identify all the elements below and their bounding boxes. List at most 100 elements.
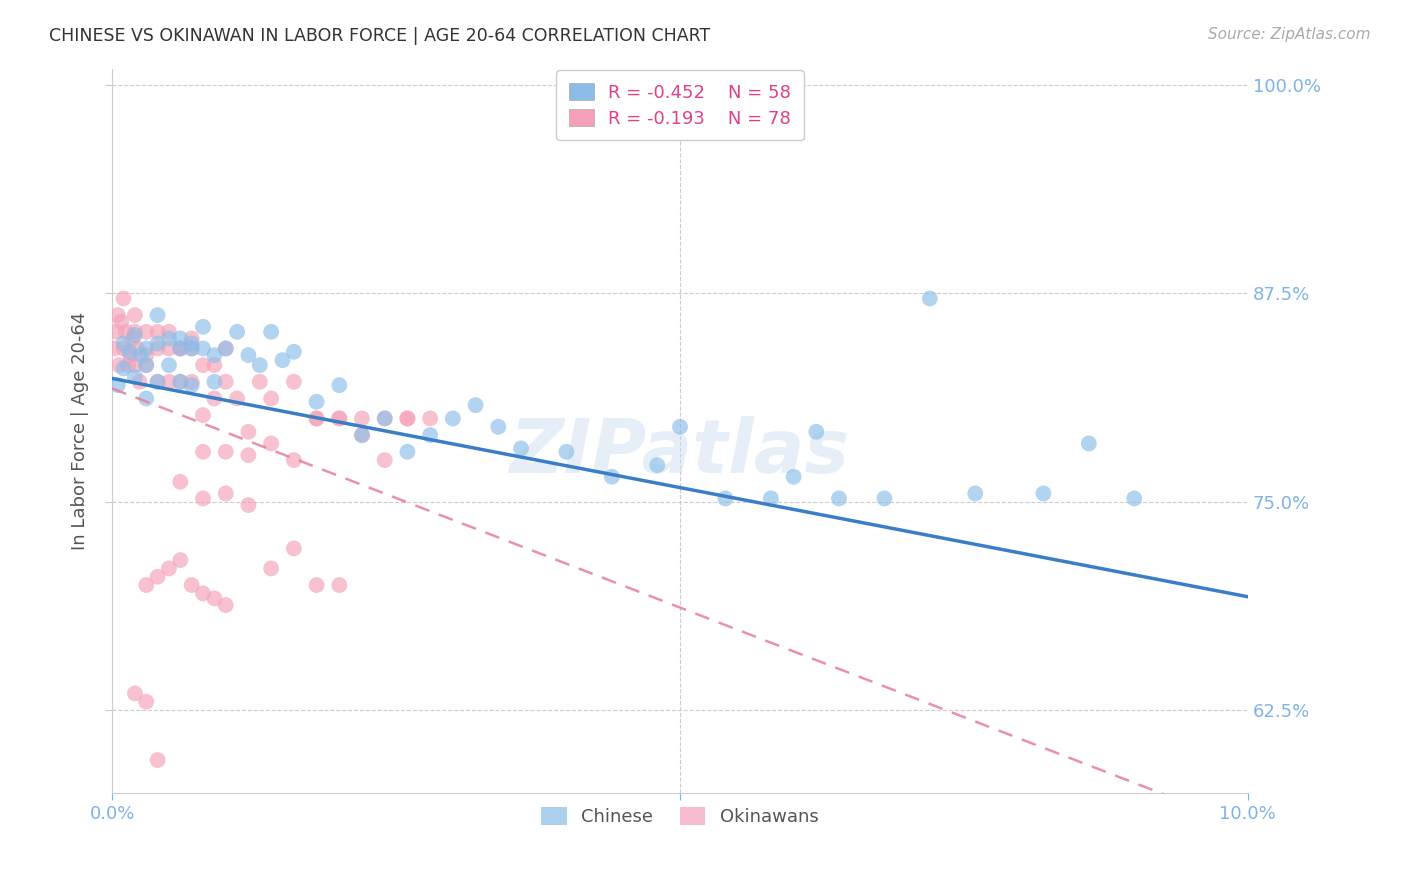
Point [124, 358, 146, 372]
Point [441, 411, 464, 425]
Point [146, 325, 169, 339]
Point [112, 361, 135, 376]
Point [645, 458, 668, 472]
Legend: Chinese, Okinawans: Chinese, Okinawans [533, 798, 828, 835]
Point [759, 491, 782, 506]
Point [135, 392, 157, 406]
Point [135, 348, 157, 362]
Point [419, 428, 441, 442]
Point [350, 411, 373, 425]
Text: CHINESE VS OKINAWAN IN LABOR FORCE | AGE 20-64 CORRELATION CHART: CHINESE VS OKINAWAN IN LABOR FORCE | AGE… [49, 27, 710, 45]
Point [305, 411, 328, 425]
Point [169, 375, 191, 389]
Point [226, 325, 249, 339]
Point [146, 570, 169, 584]
Point [135, 358, 157, 372]
Point [169, 475, 191, 489]
Point [124, 308, 146, 322]
Point [328, 578, 350, 592]
Point [1123, 491, 1146, 506]
Point [146, 753, 169, 767]
Point [169, 342, 191, 356]
Point [202, 358, 225, 372]
Point [124, 686, 146, 700]
Point [157, 331, 180, 345]
Point [486, 419, 509, 434]
Point [191, 491, 214, 506]
Point [124, 325, 146, 339]
Y-axis label: In Labor Force | Age 20-64: In Labor Force | Age 20-64 [72, 312, 89, 550]
Text: ZIPatlas: ZIPatlas [510, 417, 851, 489]
Point [191, 319, 214, 334]
Point [350, 428, 373, 442]
Point [169, 553, 191, 567]
Point [202, 375, 225, 389]
Point [169, 331, 191, 345]
Point [135, 358, 157, 372]
Point [180, 578, 202, 592]
Point [283, 344, 305, 359]
Point [135, 325, 157, 339]
Point [396, 411, 419, 425]
Point [260, 561, 283, 575]
Point [1032, 486, 1054, 500]
Point [124, 369, 146, 384]
Point [283, 541, 305, 556]
Point [249, 358, 271, 372]
Point [180, 336, 202, 351]
Point [118, 344, 141, 359]
Point [169, 375, 191, 389]
Point [157, 561, 180, 575]
Point [283, 453, 305, 467]
Point [121, 331, 143, 345]
Point [157, 325, 180, 339]
Point [146, 375, 169, 389]
Point [260, 436, 283, 450]
Point [135, 695, 157, 709]
Point [249, 375, 271, 389]
Point [146, 336, 169, 351]
Point [112, 336, 135, 351]
Point [180, 378, 202, 392]
Point [191, 586, 214, 600]
Point [146, 308, 169, 322]
Point [157, 342, 180, 356]
Point [328, 378, 350, 392]
Point [157, 358, 180, 372]
Point [305, 578, 328, 592]
Point [108, 358, 131, 372]
Point [305, 411, 328, 425]
Point [396, 444, 419, 458]
Point [555, 444, 578, 458]
Point [215, 342, 238, 356]
Point [215, 342, 238, 356]
Point [135, 342, 157, 356]
Point [965, 486, 987, 500]
Point [828, 491, 851, 506]
Point [374, 453, 396, 467]
Point [169, 342, 191, 356]
Point [510, 442, 533, 456]
Point [135, 578, 157, 592]
Point [396, 411, 419, 425]
Point [714, 491, 737, 506]
Point [215, 375, 238, 389]
Point [215, 444, 238, 458]
Point [669, 419, 692, 434]
Point [146, 375, 169, 389]
Point [107, 308, 129, 322]
Point [419, 411, 441, 425]
Point [112, 342, 135, 356]
Point [103, 342, 125, 356]
Point [238, 448, 260, 462]
Point [328, 411, 350, 425]
Point [105, 325, 128, 339]
Point [191, 342, 214, 356]
Point [1168, 845, 1191, 859]
Point [600, 469, 623, 483]
Point [202, 591, 225, 606]
Point [180, 375, 202, 389]
Point [238, 498, 260, 512]
Point [191, 444, 214, 458]
Point [191, 358, 214, 372]
